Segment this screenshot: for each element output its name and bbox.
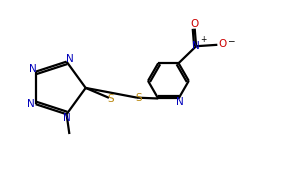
Text: +: +: [200, 36, 206, 44]
Text: N: N: [176, 97, 184, 108]
Text: N: N: [29, 64, 37, 74]
Text: −: −: [227, 36, 235, 45]
Text: N: N: [192, 41, 200, 51]
Text: O: O: [190, 19, 198, 29]
Text: N: N: [27, 99, 35, 109]
Text: O: O: [218, 39, 227, 49]
Text: S: S: [107, 94, 114, 104]
Text: N: N: [63, 113, 70, 124]
Text: N: N: [66, 54, 73, 64]
Text: S: S: [135, 93, 142, 103]
